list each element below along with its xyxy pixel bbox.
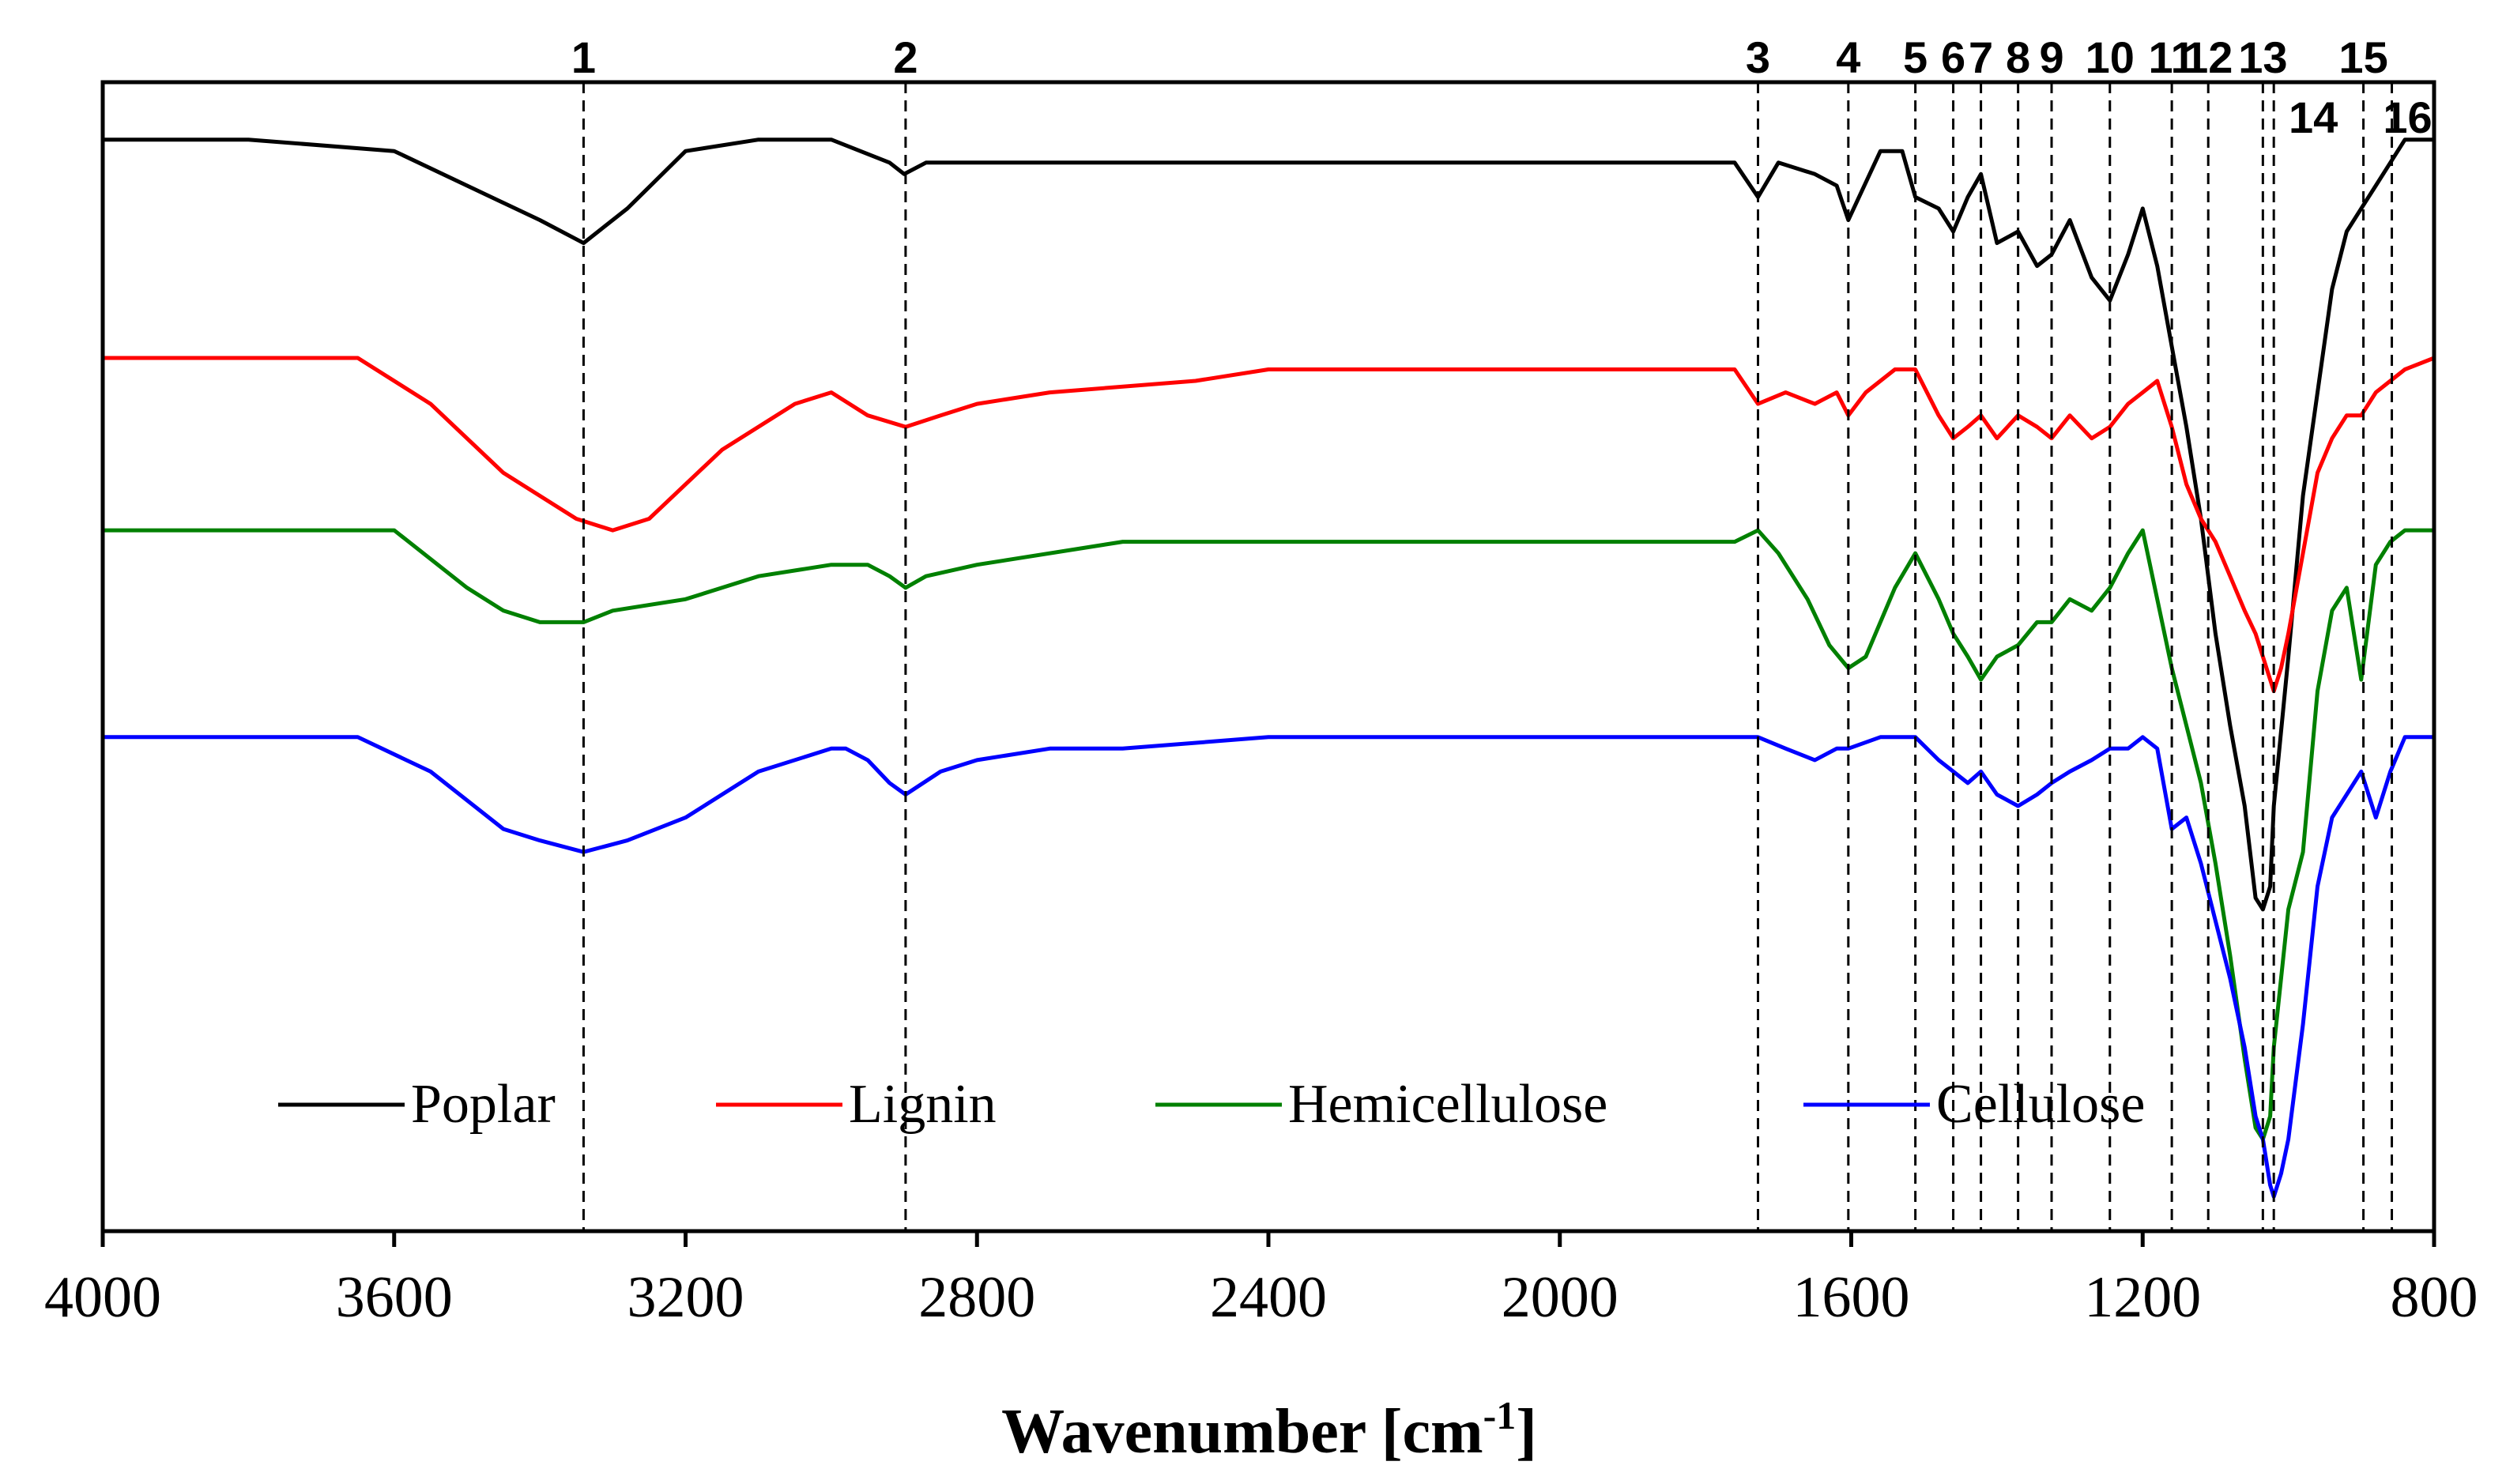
peak-label-13: 13 [2238, 32, 2287, 82]
peak-label-10: 10 [2086, 32, 2135, 82]
x-tick-label-1200: 1200 [2084, 1265, 2201, 1330]
x-tick-label-4000: 4000 [44, 1265, 161, 1330]
peak-label-8: 8 [2006, 32, 2030, 82]
peak-label-4: 4 [1836, 32, 1860, 82]
peak-label-1: 1 [571, 32, 596, 82]
legend-label-hemicellulose: Hemicellulose [1288, 1074, 1607, 1135]
peak-label-5: 5 [1903, 32, 1928, 82]
peak-label-15: 15 [2338, 32, 2387, 82]
peak-label-12: 12 [2184, 32, 2233, 82]
series-line-lignin [100, 356, 2436, 694]
x-tick-label-1600: 1600 [1793, 1265, 1910, 1330]
peak-label-2: 2 [893, 32, 918, 82]
x-tick-label-2800: 2800 [918, 1265, 1035, 1330]
peak-label-11: 11 [2149, 32, 2195, 82]
x-tick-label-2000: 2000 [1502, 1265, 1619, 1330]
x-axis-title: Wavenumber [cm-1] [1001, 1393, 1537, 1467]
legend-label-cellulose: Cellulose [1936, 1074, 2145, 1135]
x-tick-label-2400: 2400 [1210, 1265, 1327, 1330]
peak-label-14: 14 [2289, 92, 2338, 142]
peak-label-16: 16 [2383, 92, 2432, 142]
x-tick-label-800: 800 [2391, 1265, 2478, 1330]
x-tick-label-3600: 3600 [336, 1265, 453, 1330]
legend-label-poplar: Poplar [411, 1074, 556, 1135]
x-tick-label-3200: 3200 [627, 1265, 744, 1330]
peak-label-3: 3 [1746, 32, 1770, 82]
series-line-cellulose [100, 735, 2436, 1199]
peak-label-9: 9 [2039, 32, 2063, 82]
legend-label-lignin: Lignin [849, 1074, 997, 1135]
peak-label-6: 6 [1941, 32, 1965, 82]
peak-label-7: 7 [1969, 32, 1993, 82]
